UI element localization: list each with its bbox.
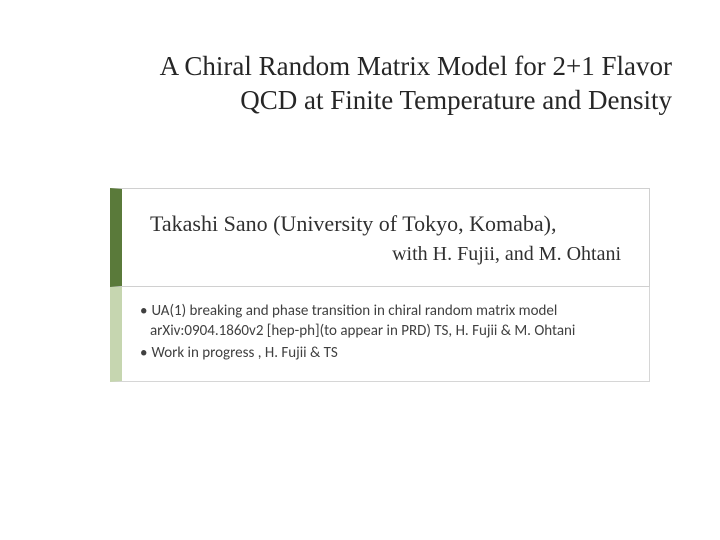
- slide: A Chiral Random Matrix Model for 2+1 Fla…: [0, 0, 720, 540]
- bullet-icon: •: [140, 344, 151, 362]
- title-line-2: QCD at Finite Temperature and Density: [240, 85, 672, 115]
- reference-item: •Work in progress , H. Fujii & TS: [140, 343, 631, 363]
- slide-title: A Chiral Random Matrix Model for 2+1 Fla…: [40, 50, 680, 118]
- bullet-icon: •: [140, 302, 151, 320]
- main-author: Takashi Sano (University of Tokyo, Komab…: [150, 211, 621, 237]
- reference-text: UA(1) breaking and phase transition in c…: [150, 302, 575, 340]
- title-line-1: A Chiral Random Matrix Model for 2+1 Fla…: [160, 51, 672, 81]
- references-block: •UA(1) breaking and phase transition in …: [110, 287, 650, 383]
- coauthors: with H. Fujii, and M. Ohtani: [150, 243, 621, 266]
- author-block: Takashi Sano (University of Tokyo, Komab…: [110, 188, 650, 287]
- reference-item: •UA(1) breaking and phase transition in …: [140, 301, 631, 342]
- reference-text: Work in progress , H. Fujii & TS: [151, 344, 337, 362]
